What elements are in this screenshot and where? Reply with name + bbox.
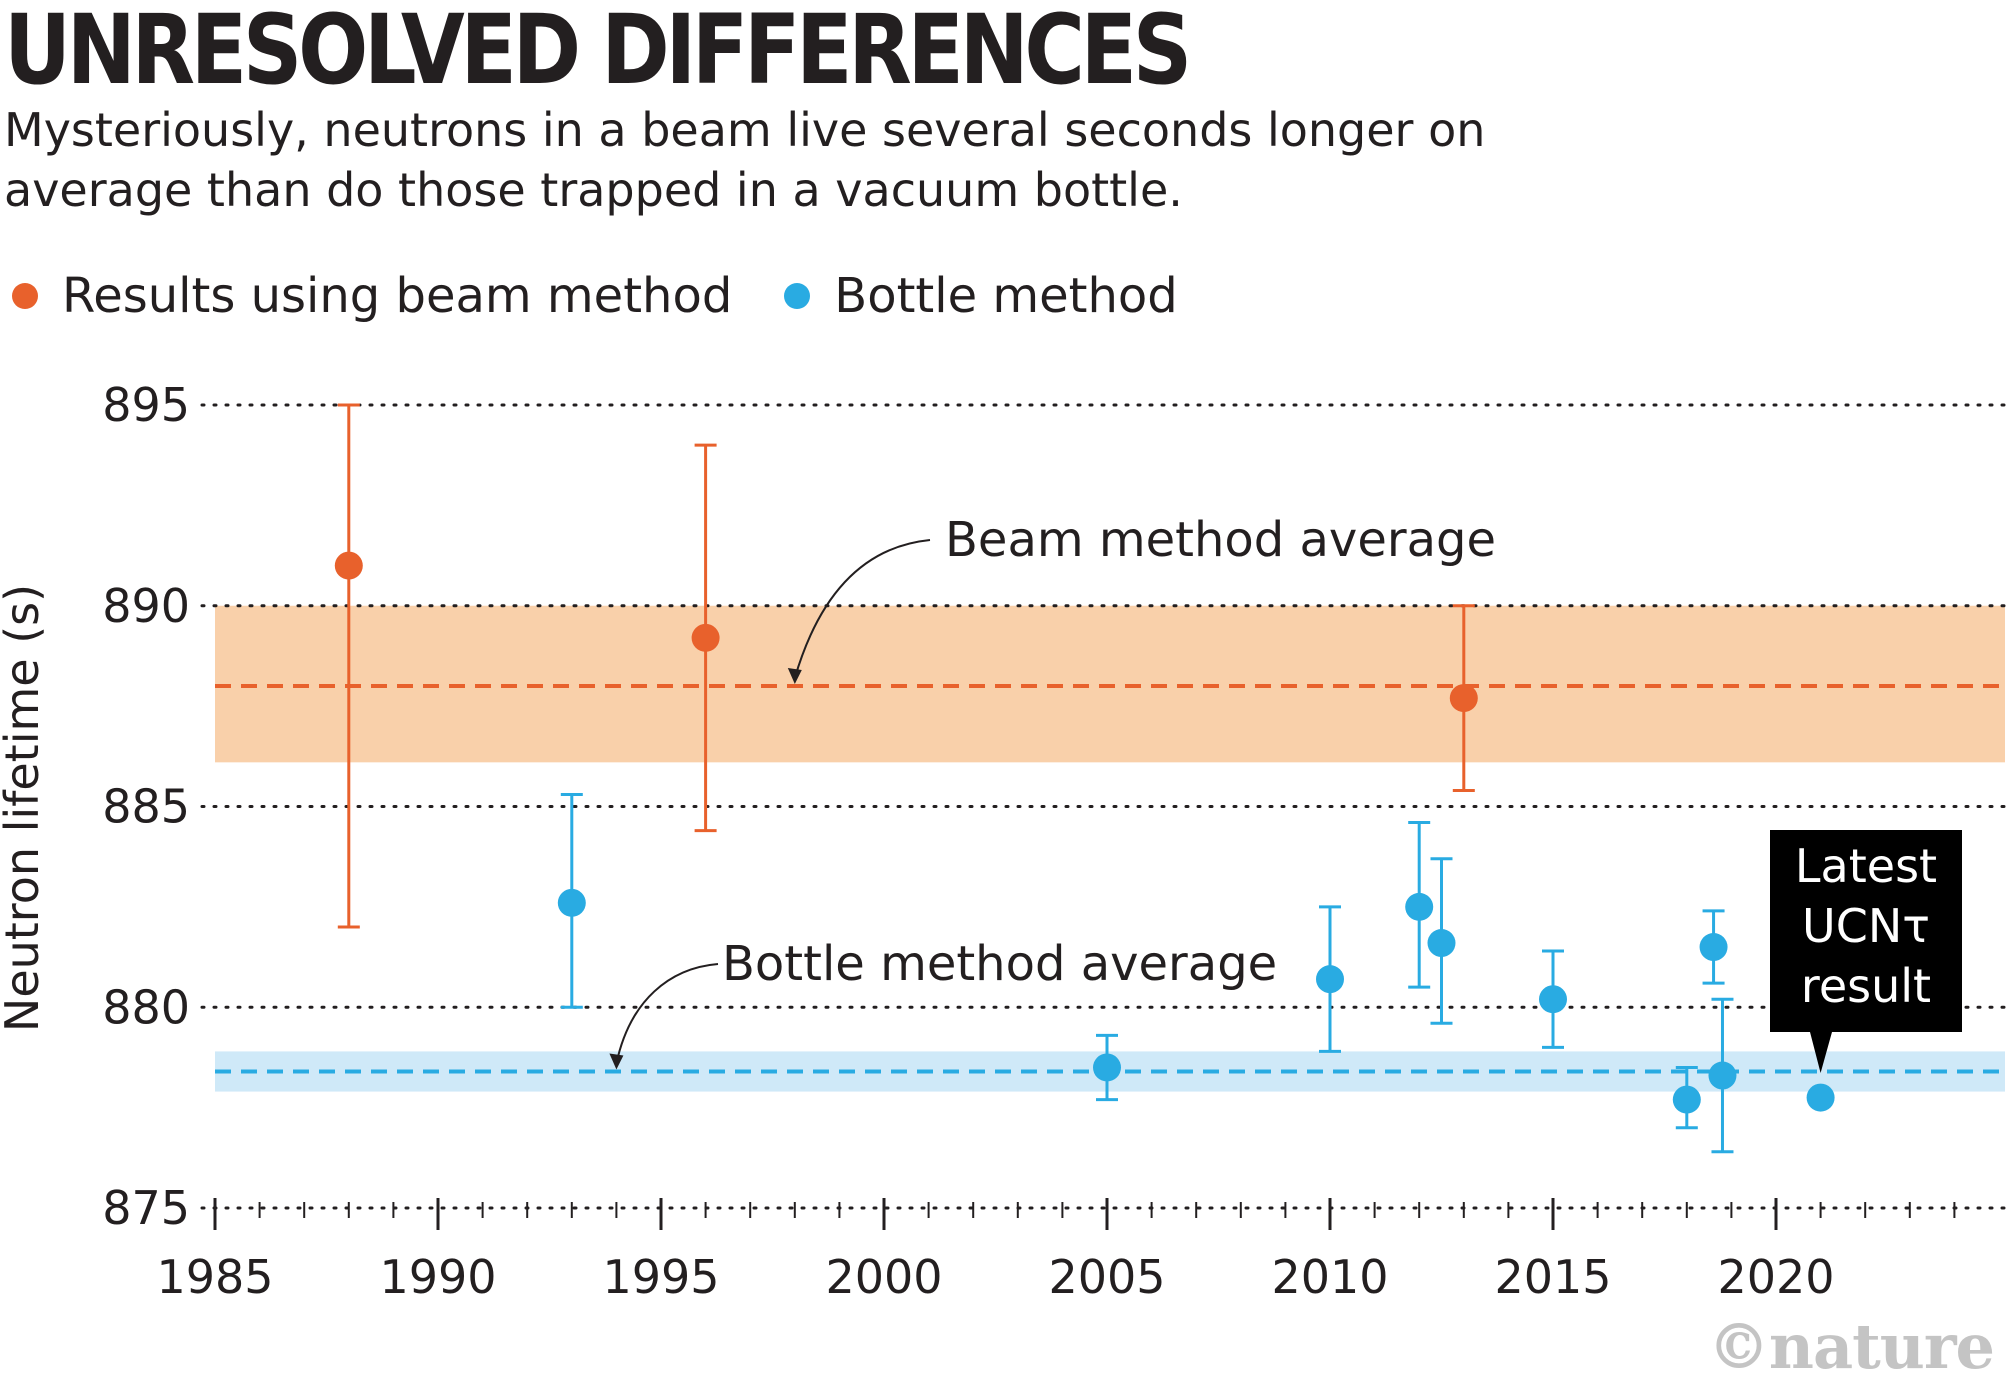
x-tick-label-2010: 2010 <box>1271 1250 1388 1304</box>
x-tick-label-1995: 1995 <box>602 1250 719 1304</box>
legend-beam-label: Results using beam method <box>62 268 733 324</box>
bottle-point-1 <box>1093 1053 1121 1082</box>
x-tick-label-1985: 1985 <box>156 1250 273 1304</box>
legend-bottle-label: Bottle method <box>834 268 1178 324</box>
bottle-point-3 <box>1405 892 1434 921</box>
beam-point-1 <box>691 623 720 652</box>
legend: Results using beam method Bottle method <box>4 268 1222 324</box>
bottle-point-7 <box>1699 933 1728 962</box>
bottle-point-8 <box>1708 1061 1737 1090</box>
nature-credit: ©nature <box>1707 1310 1995 1383</box>
bottle-point-4 <box>1427 929 1456 958</box>
beam-point-2 <box>1449 684 1478 713</box>
x-tick-label-2005: 2005 <box>1048 1250 1165 1304</box>
bottle-point-6 <box>1672 1085 1701 1114</box>
bottle-point-0 <box>557 888 586 917</box>
x-tick-label-2000: 2000 <box>825 1250 942 1304</box>
bottle-average-arrowhead-icon <box>609 1053 624 1070</box>
x-tick-label-2020: 2020 <box>1717 1250 1834 1304</box>
y-tick-label-885: 885 <box>102 780 190 834</box>
beam-average-arrow-icon <box>793 539 931 679</box>
beam-average-band <box>215 605 2005 763</box>
beam-point-0 <box>334 551 363 580</box>
latest-result-callout <box>1770 830 1962 1073</box>
chart-subtitle: Mysteriously, neutrons in a beam live se… <box>4 103 1486 217</box>
y-tick-label-890: 890 <box>102 579 190 633</box>
bottle-point-2 <box>1316 965 1344 994</box>
bottle-dot-icon <box>784 283 811 309</box>
latest-result-label-line-3: result <box>1801 959 1931 1013</box>
bottle-average-arrow-icon <box>615 963 719 1064</box>
x-tick-label-2015: 2015 <box>1494 1250 1611 1304</box>
y-tick-label-895: 895 <box>102 378 190 432</box>
beam-average-label: Beam method average <box>945 512 1496 568</box>
y-tick-label-880: 880 <box>102 980 190 1034</box>
legend-item-beam: Results using beam method <box>4 268 732 324</box>
bottle-average-label: Bottle method average <box>722 936 1277 992</box>
y-tick-label-875: 875 <box>102 1181 190 1235</box>
beam-dot-icon <box>12 283 38 309</box>
chart-title: UNRESOLVED DIFFERENCES <box>4 0 1192 106</box>
y-axis-label: Neutron lifetime (s) <box>0 584 49 1032</box>
bottle-point-5 <box>1539 985 1567 1014</box>
beam-average-arrowhead-icon <box>787 668 802 685</box>
latest-result-label-line-2: UCNτ <box>1802 899 1930 953</box>
x-tick-label-1990: 1990 <box>379 1250 496 1304</box>
bottle-point-9 <box>1806 1083 1835 1112</box>
latest-result-label-line-1: Latest <box>1795 839 1937 893</box>
legend-item-bottle: Bottle method <box>776 268 1178 324</box>
